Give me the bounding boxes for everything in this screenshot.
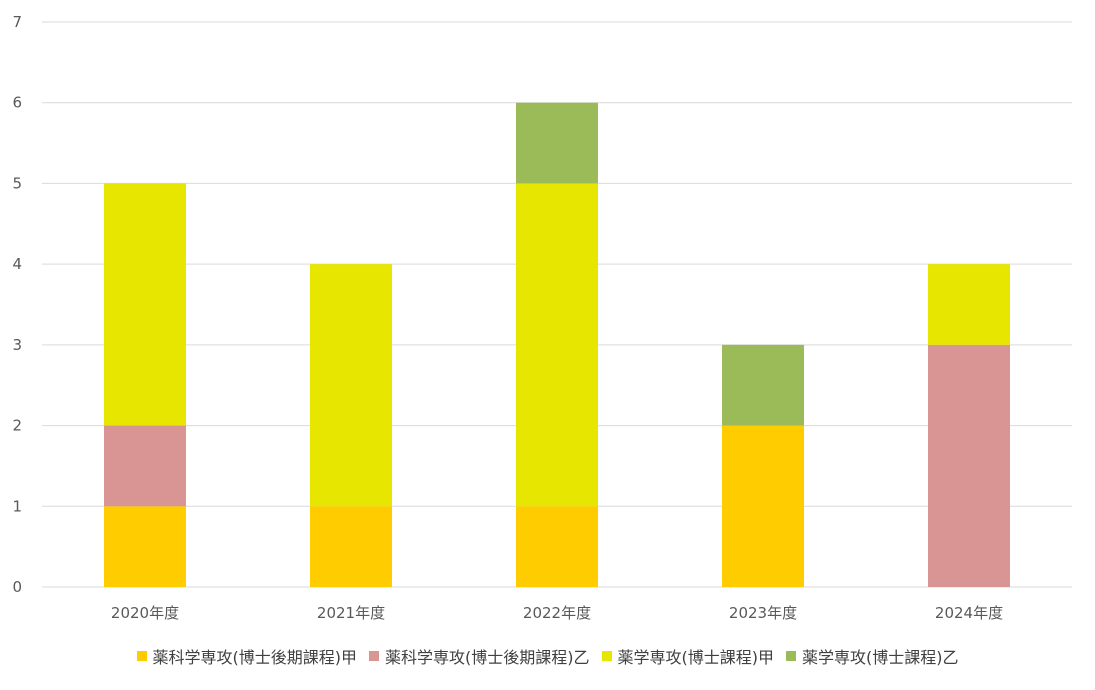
bar-segment — [928, 344, 1010, 587]
bar-segment — [310, 264, 392, 507]
legend-swatch — [369, 651, 379, 661]
x-axis: 2020年度 2021年度 2022年度 2023年度 2024年度 — [111, 604, 1003, 622]
y-tick-label: 5 — [12, 174, 22, 192]
legend-item: 薬学専攻(博士課程)甲 — [601, 644, 775, 668]
x-tick-label: 2024年度 — [935, 604, 1003, 622]
bar-segment — [516, 183, 598, 507]
bar-segment — [722, 344, 804, 426]
legend-label: 薬科学専攻(博士後期課程)甲 — [152, 648, 358, 667]
bar-segment — [104, 183, 186, 426]
x-tick-label: 2022年度 — [523, 604, 591, 622]
bars — [104, 102, 1010, 587]
bar-segment — [104, 425, 186, 507]
y-tick-label: 3 — [12, 336, 22, 354]
legend-item: 薬科学専攻(博士後期課程)乙 — [369, 644, 590, 668]
legend-swatch — [601, 651, 612, 661]
x-tick-label: 2020年度 — [111, 604, 179, 622]
legend-swatch — [136, 651, 147, 661]
y-tick-label: 4 — [12, 255, 22, 273]
bar-segment — [516, 506, 598, 587]
legend-item: 薬科学専攻(博士後期課程)甲 — [136, 644, 358, 668]
y-tick-label: 6 — [12, 94, 22, 112]
legend-label: 薬科学専攻(博士後期課程)乙 — [385, 648, 590, 667]
y-tick-label: 0 — [12, 578, 22, 596]
y-tick-label: 7 — [12, 13, 22, 31]
legend: 薬科学専攻(博士後期課程)甲 薬科学専攻(博士後期課程)乙 薬学専攻(博士課程)… — [0, 644, 1095, 668]
bar-segment — [516, 102, 598, 184]
legend-label: 薬学専攻(博士課程)甲 — [617, 648, 775, 667]
legend-label: 薬学専攻(博士課程)乙 — [802, 648, 959, 667]
bar-segment — [722, 425, 804, 587]
y-tick-label: 1 — [12, 497, 22, 515]
bar-segment — [928, 264, 1010, 345]
legend-item: 薬学専攻(博士課程)乙 — [786, 644, 959, 668]
x-tick-label: 2021年度 — [317, 604, 385, 622]
x-tick-label: 2023年度 — [729, 604, 797, 622]
bar-segment — [104, 506, 186, 587]
y-tick-label: 2 — [12, 417, 22, 435]
bar-segment — [310, 506, 392, 587]
legend-swatch — [786, 651, 796, 661]
y-axis: 0 1 2 3 4 5 6 7 — [12, 13, 22, 596]
